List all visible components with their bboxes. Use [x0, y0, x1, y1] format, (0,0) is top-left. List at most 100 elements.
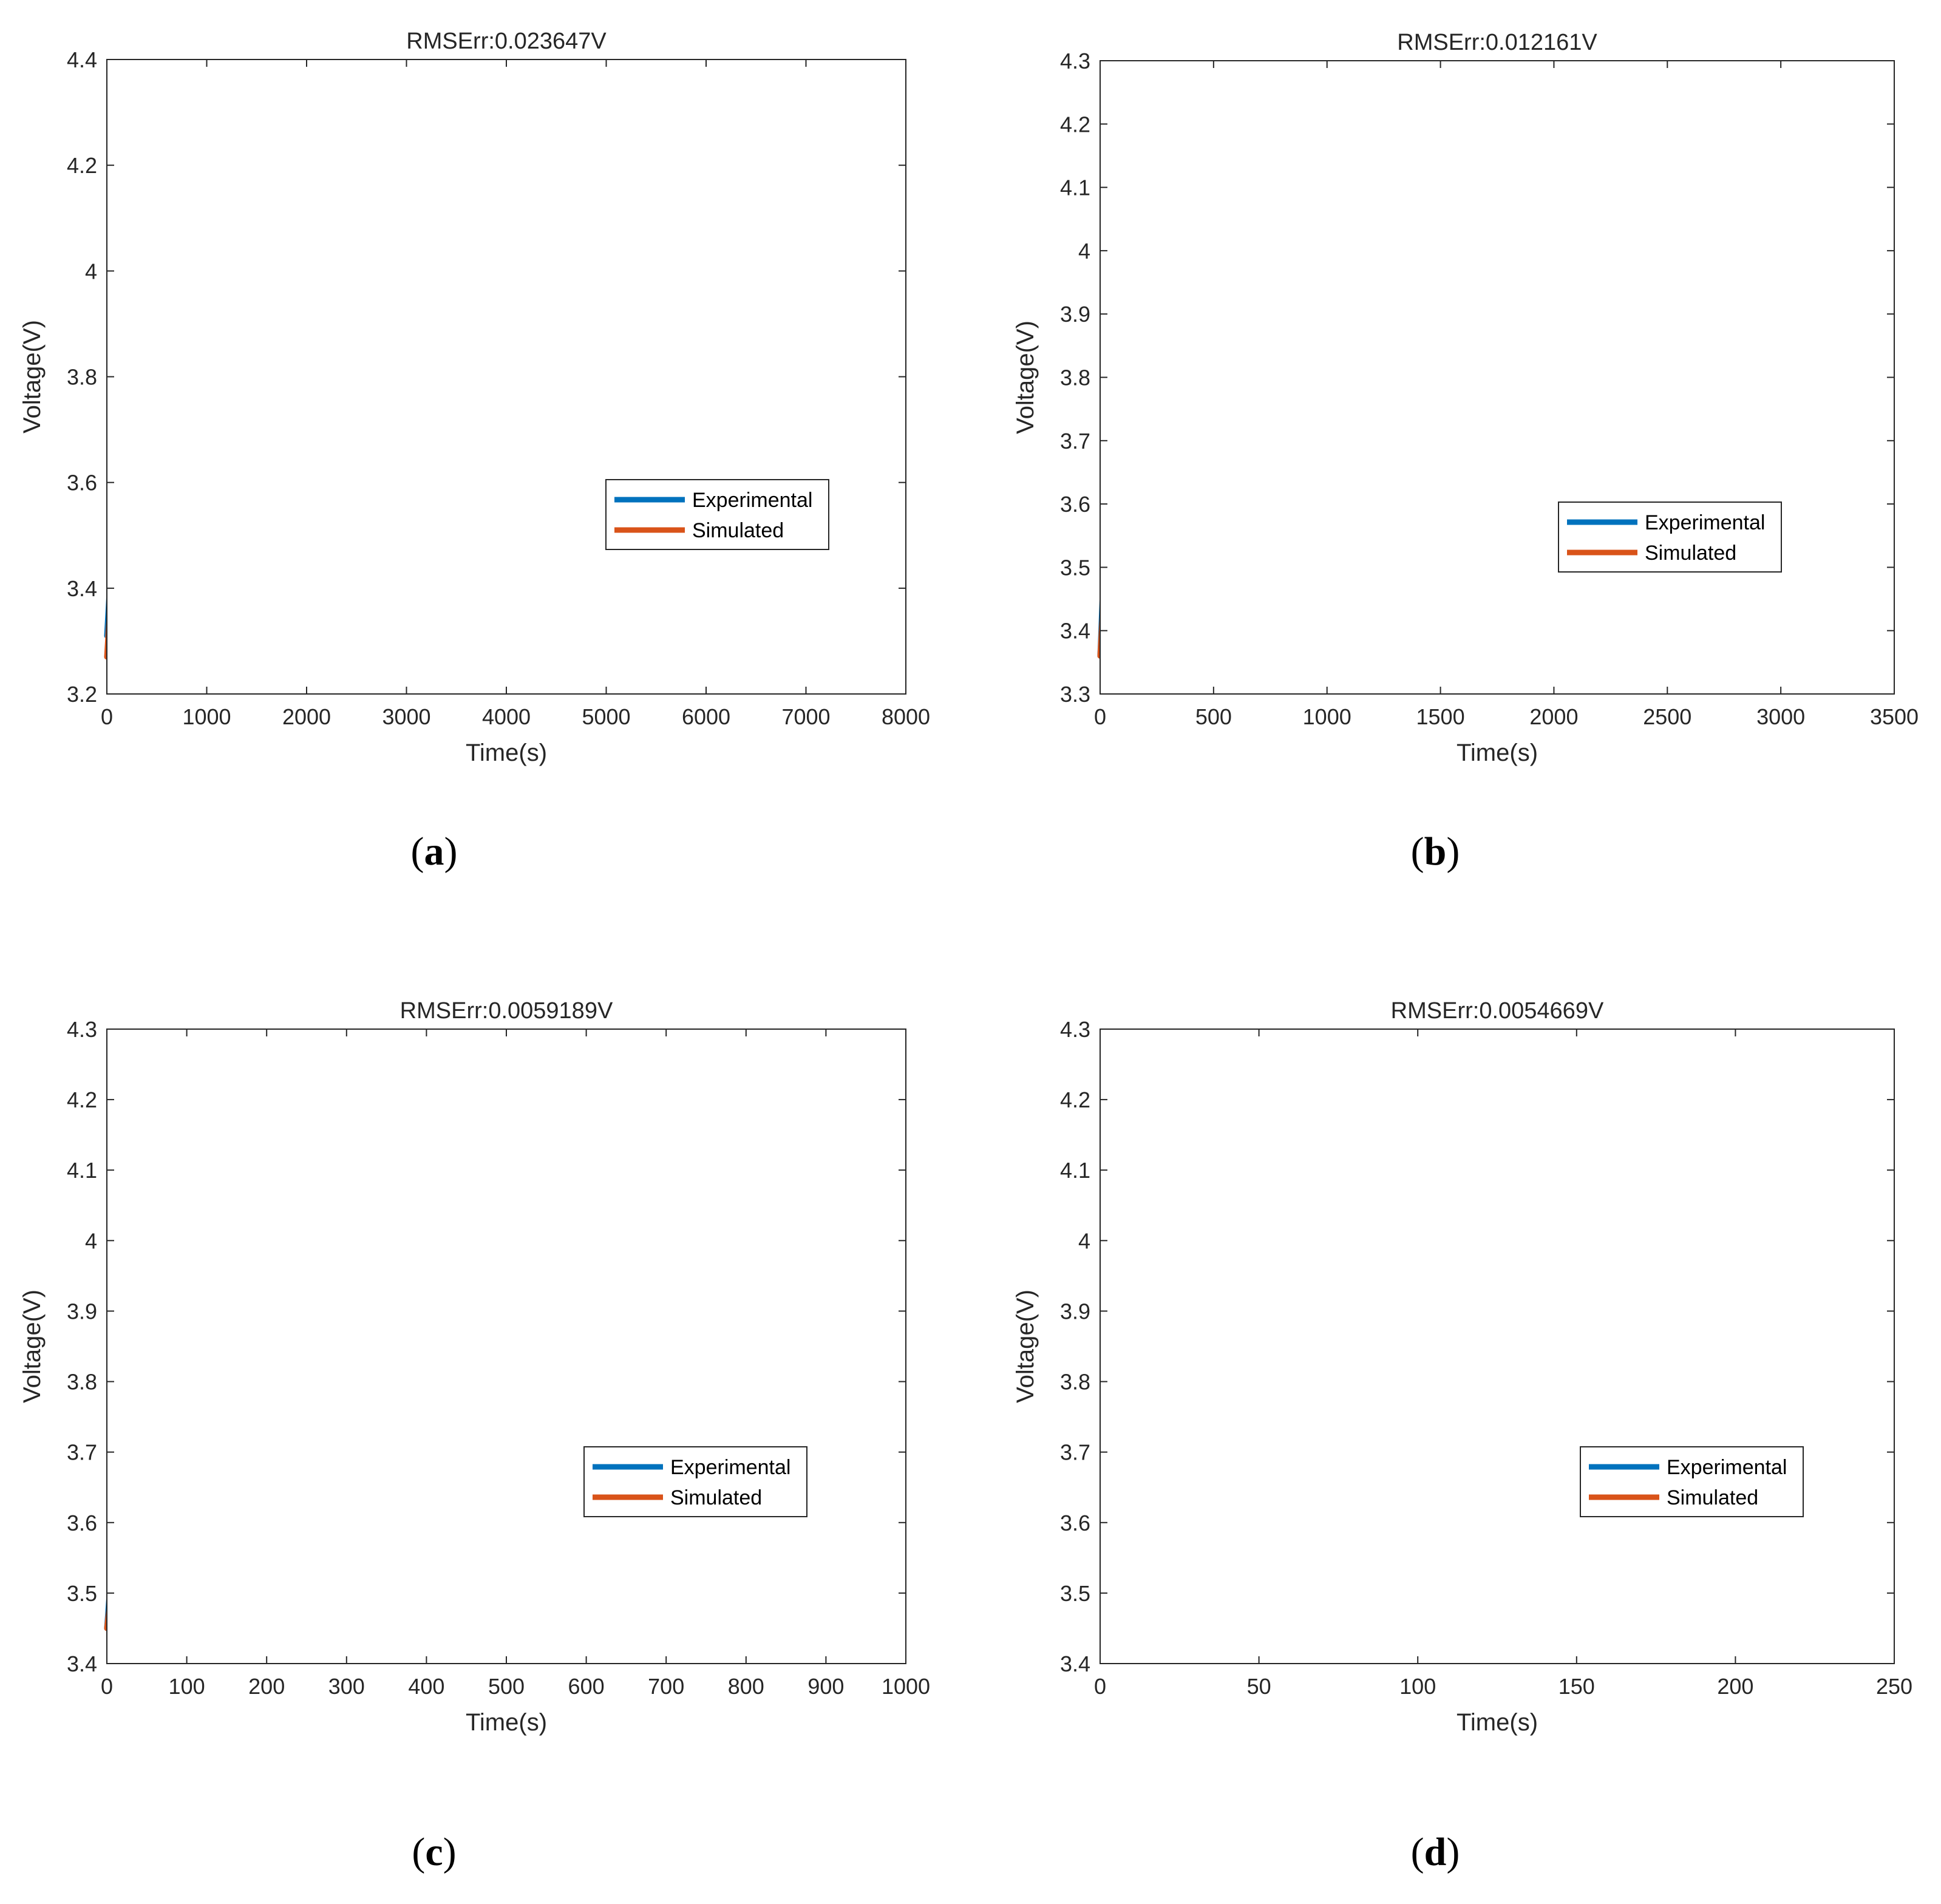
chart-a-y-tick-label: 4.2: [67, 153, 97, 178]
chart-a-y-tick-label: 4.4: [67, 47, 97, 72]
chart-d-legend-label-experimental: Experimental: [1667, 1456, 1787, 1479]
chart-b-y-tick-label: 4: [1078, 239, 1090, 264]
chart-c-legend-box: [583, 1446, 807, 1517]
chart-c-legend-label-experimental: Experimental: [670, 1456, 790, 1479]
chart-a-y-tick-label: 3.8: [67, 365, 97, 390]
chart-c-y-tick-label: 4.2: [67, 1087, 97, 1112]
chart-a-legend-box: [605, 479, 829, 550]
chart-d-x-tick-label: 200: [1717, 1674, 1753, 1699]
chart-b-y-tick-label: 4.1: [1060, 175, 1090, 200]
chart-c: 0 100 200 300 400 500 600 700 800 900 1000 3.4 3.5 3.…: [19, 998, 930, 1736]
chart-d-y-tick-label: 4.2: [1060, 1087, 1090, 1112]
chart-d-y-tick-label: 3.4: [1060, 1651, 1090, 1676]
panel-caption-c: (c): [412, 1830, 457, 1874]
chart-c-x-tick-label: 700: [648, 1674, 684, 1699]
chart-a-axes-box: [106, 59, 906, 695]
chart-b-y-tick-label: 3.8: [1060, 365, 1090, 390]
chart-a-x-tick-label: 5000: [582, 704, 630, 729]
chart-c-x-tick-label: 400: [408, 1674, 444, 1699]
chart-d-y-tick-label: 3.9: [1060, 1299, 1090, 1324]
chart-c-title: RMSErr:0.0059189V: [400, 998, 613, 1024]
chart-c-legend-label-simulated: Simulated: [670, 1486, 762, 1509]
chart-a-x-tick-label: 7000: [781, 704, 830, 729]
chart-a-title: RMSErr:0.023647V: [406, 29, 607, 54]
chart-a-x-tick-label: 8000: [882, 704, 930, 729]
chart-b-x-tick-label: 1000: [1303, 704, 1351, 729]
chart-b-legend-label-simulated: Simulated: [1645, 542, 1736, 565]
chart-a-x-tick-label: 0: [101, 704, 113, 729]
chart-b-legend-box: [1558, 501, 1782, 573]
chart-c-x-axis-label: Time(s): [466, 1709, 547, 1736]
chart-c-y-tick-label: 3.9: [67, 1299, 97, 1324]
chart-b-y-tick-label: 4.3: [1060, 49, 1090, 73]
chart-d-legend: Experimental Simulated: [1580, 1446, 1804, 1517]
chart-b-y-tick-label: 4.2: [1060, 112, 1090, 137]
chart-a-legend-label-simulated: Simulated: [692, 519, 784, 542]
chart-b-y-tick-label: 3.9: [1060, 302, 1090, 327]
chart-c-y-tick-label: 3.5: [67, 1581, 97, 1606]
chart-b-x-tick-label: 3500: [1870, 704, 1919, 729]
chart-d-legend-label-simulated: Simulated: [1667, 1486, 1758, 1509]
chart-d-y-tick-label: 4.1: [1060, 1158, 1090, 1183]
chart-d-x-tick-label: 0: [1094, 1674, 1106, 1699]
chart-d-y-tick-label: 3.8: [1060, 1370, 1090, 1395]
chart-a-y-tick-label: 4: [85, 259, 97, 284]
chart-c-x-tick-label: 800: [728, 1674, 764, 1699]
chart-a-x-tick-label: 1000: [182, 704, 231, 729]
chart-a-y-tick-label: 3.6: [67, 471, 97, 495]
chart-d-y-tick-label: 3.7: [1060, 1440, 1090, 1465]
chart-b-axes-box: [1100, 60, 1895, 695]
chart-b: 0 500 1000 1500 2000 2500 3000 3500 3.3 3.4 3.5 3.6…: [1012, 30, 1919, 766]
panel-caption-b: (b): [1410, 829, 1460, 874]
chart-a-x-tick-label: 6000: [682, 704, 730, 729]
chart-c-axes-box: [106, 1028, 906, 1664]
chart-b-x-tick-label: 2000: [1529, 704, 1578, 729]
chart-c-y-axis-label: Voltage(V): [19, 1290, 46, 1403]
chart-d-x-tick-label: 250: [1876, 1674, 1912, 1699]
chart-a-legend-label-experimental: Experimental: [692, 489, 812, 512]
chart-c-x-tick-label: 200: [248, 1674, 285, 1699]
chart-d: 0 50 100 150 200 250 3.4 3.5 3.6 3.7 3.8 3.9 4 4.1 4.2…: [1012, 998, 1912, 1736]
chart-b-y-tick-label: 3.4: [1060, 619, 1090, 644]
chart-d-title: RMSErr:0.0054669V: [1391, 998, 1604, 1024]
chart-d-x-axis-label: Time(s): [1457, 1709, 1538, 1736]
chart-d-y-tick-label: 4.3: [1060, 1017, 1090, 1042]
chart-d-y-tick-label: 3.6: [1060, 1511, 1090, 1535]
chart-c-legend: Experimental Simulated: [583, 1446, 807, 1517]
chart-c-y-tick-label: 4.3: [67, 1017, 97, 1042]
chart-a-y-tick-label: 3.2: [67, 682, 97, 707]
panel-caption-a: (a): [410, 829, 458, 874]
chart-a-x-tick-label: 2000: [282, 704, 331, 729]
chart-c-y-tick-label: 3.6: [67, 1511, 97, 1535]
chart-b-y-tick-label: 3.5: [1060, 555, 1090, 580]
chart-c-x-tick-label: 100: [169, 1674, 205, 1699]
chart-d-x-tick-label: 150: [1559, 1674, 1595, 1699]
chart-c-y-tick-label: 4.1: [67, 1158, 97, 1183]
chart-b-title: RMSErr:0.012161V: [1397, 30, 1597, 55]
chart-d-x-tick-label: 50: [1247, 1674, 1271, 1699]
chart-a-y-tick-label: 3.4: [67, 576, 97, 601]
chart-b-legend: Experimental Simulated: [1558, 501, 1782, 573]
chart-c-y-tick-label: 3.8: [67, 1370, 97, 1395]
chart-b-x-axis-label: Time(s): [1457, 739, 1538, 766]
chart-c-y-tick-label: 3.7: [67, 1440, 97, 1465]
chart-a-x-axis-label: Time(s): [466, 739, 547, 766]
chart-c-x-tick-label: 300: [328, 1674, 365, 1699]
chart-b-x-tick-label: 2500: [1643, 704, 1691, 729]
chart-a-x-tick-label: 4000: [482, 704, 531, 729]
chart-b-legend-label-experimental: Experimental: [1645, 511, 1765, 534]
chart-c-y-tick-label: 4: [85, 1228, 97, 1253]
chart-c-x-tick-label: 500: [488, 1674, 525, 1699]
chart-a-y-axis-label: Voltage(V): [19, 320, 46, 433]
chart-d-y-tick-label: 4: [1078, 1228, 1090, 1253]
chart-d-y-tick-label: 3.5: [1060, 1581, 1090, 1606]
chart-c-x-tick-label: 900: [807, 1674, 844, 1699]
chart-d-x-tick-label: 100: [1399, 1674, 1436, 1699]
chart-b-y-tick-label: 3.3: [1060, 682, 1090, 707]
chart-c-y-tick-label: 3.4: [67, 1651, 97, 1676]
chart-c-x-tick-label: 600: [568, 1674, 605, 1699]
chart-b-x-tick-label: 500: [1195, 704, 1232, 729]
chart-b-y-tick-label: 3.7: [1060, 429, 1090, 454]
